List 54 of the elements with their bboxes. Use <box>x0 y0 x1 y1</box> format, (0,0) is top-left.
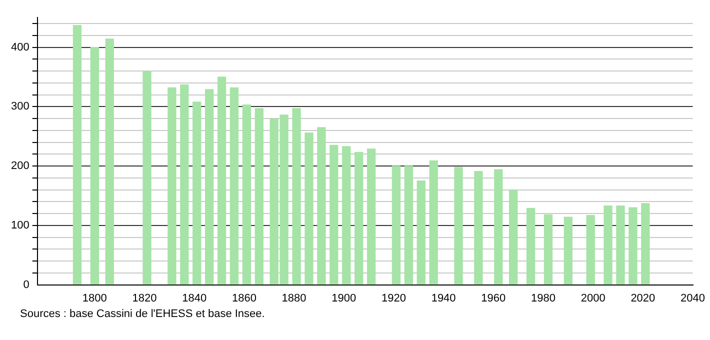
x-tick-label: 1980 <box>531 292 556 304</box>
y-tick-label: 200 <box>10 160 30 172</box>
bar <box>604 206 612 285</box>
bar <box>416 180 426 285</box>
bar <box>72 24 82 285</box>
bar <box>429 160 438 285</box>
x-tick-label: 2040 <box>680 292 706 304</box>
bar <box>168 87 176 285</box>
x-tick-label: 1880 <box>282 292 306 304</box>
x-tick-label: 1940 <box>431 292 456 304</box>
bar <box>641 203 650 285</box>
bar <box>330 144 338 285</box>
bar <box>366 148 376 285</box>
bar <box>317 127 326 285</box>
bar <box>254 108 264 285</box>
bar <box>242 104 252 285</box>
x-tick-label: 1920 <box>381 292 406 304</box>
bar <box>90 46 99 285</box>
x-tick-label: 1960 <box>481 292 506 304</box>
bar <box>526 208 536 285</box>
bar <box>404 166 413 285</box>
bar <box>192 102 202 285</box>
x-tick-label: 2000 <box>580 292 606 304</box>
bar <box>180 84 189 285</box>
bar <box>392 166 401 285</box>
bar <box>454 166 463 285</box>
bar <box>105 38 114 285</box>
bar <box>354 152 364 285</box>
bar <box>217 76 226 285</box>
y-tick-label: 100 <box>10 219 30 232</box>
bar <box>544 214 553 285</box>
bar <box>509 190 518 285</box>
bar <box>292 108 301 285</box>
x-tick-label: 1800 <box>82 292 107 304</box>
x-tick-label: 1900 <box>332 292 356 304</box>
x-tick-label: 1820 <box>132 292 157 304</box>
x-tick-label: 2020 <box>630 292 656 304</box>
bar <box>342 146 351 285</box>
source-note: Sources : base Cassini de l'EHESS et base Insee. <box>20 308 266 320</box>
bar <box>564 216 572 285</box>
bar <box>304 132 314 285</box>
bar <box>628 207 638 285</box>
bar <box>474 171 483 285</box>
bar <box>230 87 239 285</box>
y-tick-label: 0 <box>23 278 30 291</box>
y-tick-label: 300 <box>10 100 30 113</box>
y-tick-label: 400 <box>10 41 30 54</box>
bar <box>616 206 625 285</box>
x-tick-label: 1840 <box>182 292 207 304</box>
bar <box>494 169 503 285</box>
bar <box>142 70 152 285</box>
bar <box>586 215 595 285</box>
bar <box>204 89 214 285</box>
x-tick-label: 1860 <box>232 292 256 304</box>
